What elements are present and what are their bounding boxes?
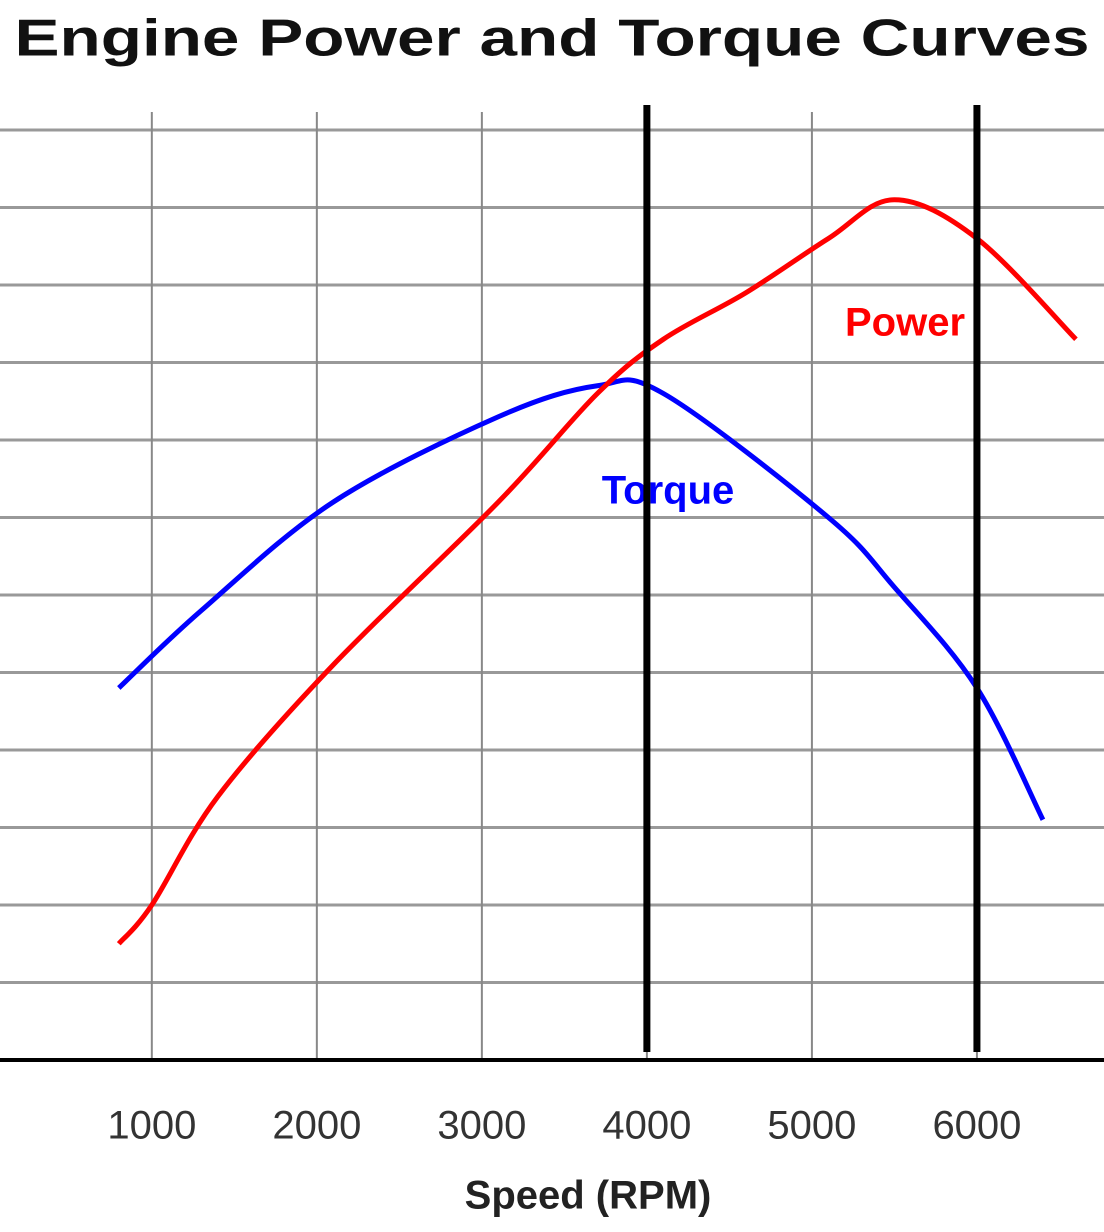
x-tick-label: 5000 bbox=[767, 1104, 856, 1148]
x-tick-label: 2000 bbox=[272, 1104, 361, 1148]
x-tick-label: 1000 bbox=[107, 1104, 196, 1148]
x-axis-label: Speed (RPM) bbox=[465, 1174, 712, 1218]
chart-title: Engine Power and Torque Curves bbox=[15, 10, 1090, 68]
x-tick-label: 6000 bbox=[932, 1104, 1021, 1148]
x-tick-label: 3000 bbox=[437, 1104, 526, 1148]
line bbox=[117, 377, 1046, 821]
line bbox=[116, 197, 1078, 946]
x-tick-label: 4000 bbox=[602, 1104, 691, 1148]
series-label: Power bbox=[845, 301, 965, 345]
series-label: Torque bbox=[602, 469, 735, 513]
